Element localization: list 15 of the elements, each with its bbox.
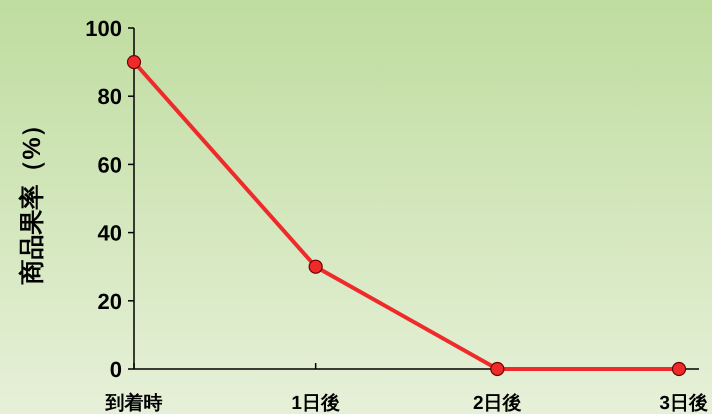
y-tick-label: 20 (98, 288, 122, 314)
y-axis-title: 商品果率（%） (18, 112, 46, 286)
y-tick-label: 100 (85, 16, 122, 41)
x-tick-label: 到着時 (104, 392, 162, 414)
x-tick-label: 3日後 (659, 392, 708, 414)
y-tick-label: 60 (98, 152, 122, 178)
point (126, 55, 142, 70)
y-tick-label: 40 (98, 220, 122, 246)
x-tick-label: 2日後 (473, 392, 522, 414)
y-tick-label: 0 (110, 357, 122, 382)
point (490, 362, 504, 376)
x-tick-label: 1日後 (291, 392, 340, 414)
point (672, 362, 686, 376)
point (308, 260, 323, 274)
y-tick-label: 80 (98, 84, 122, 110)
